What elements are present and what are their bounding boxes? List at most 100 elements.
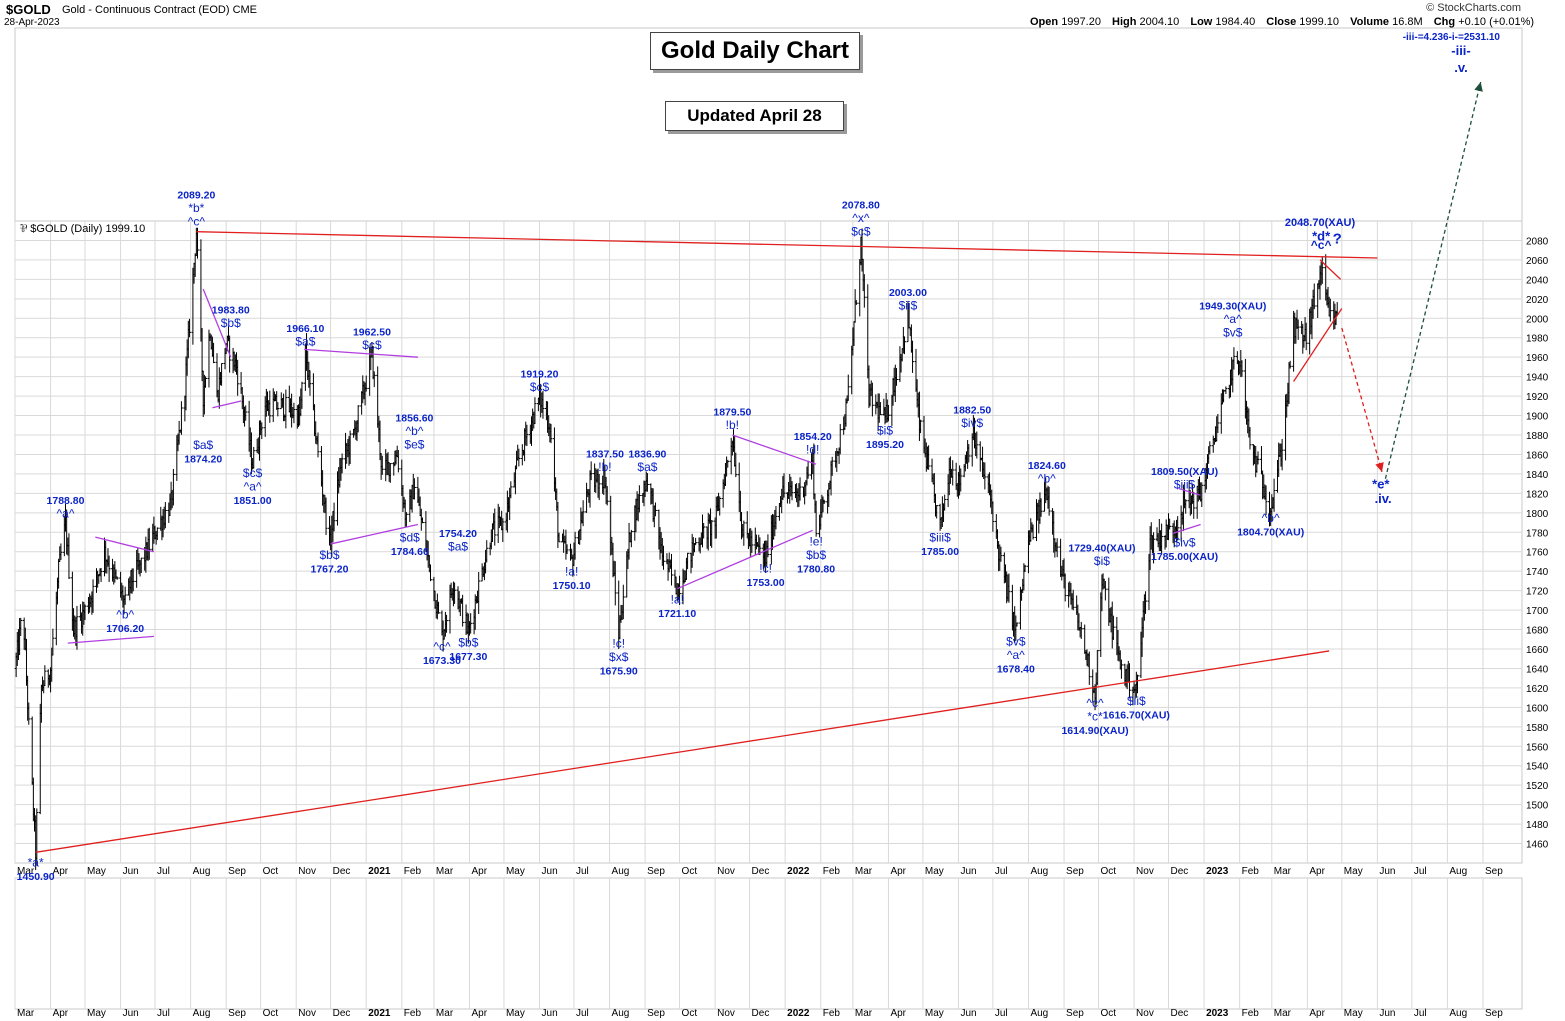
x-tick-label: Dec: [333, 866, 351, 877]
x-tick-label: 2021: [368, 1008, 391, 1019]
wave-label: ^a^: [1224, 312, 1242, 326]
x-tick-label: Feb: [404, 1008, 422, 1019]
y-tick-label: 1540: [1526, 762, 1549, 773]
wave-label: $ii$: [1127, 694, 1146, 708]
target-label: -iii-=4.236-i-=2531.10: [1403, 32, 1501, 43]
wave-label: 1616.70(XAU): [1103, 709, 1170, 721]
wave-label: 1879.50: [713, 407, 751, 419]
wave-label: 1614.90(XAU): [1061, 725, 1128, 737]
x-tick-label: Apr: [53, 866, 69, 877]
wave-label: $iii$: [1174, 477, 1196, 491]
wave-label: 1785.00: [921, 546, 959, 558]
wave-label: ^c^: [433, 639, 451, 653]
wave-label: 1754.20: [439, 528, 477, 540]
x-tick-label: Dec: [1170, 866, 1188, 877]
close-label: Close: [1266, 16, 1297, 28]
x-tick-label: Aug: [1449, 866, 1467, 877]
wave-label: 1919.20: [521, 369, 559, 381]
x-tick-label: Mar: [436, 866, 454, 877]
wave-label: 1962.50: [353, 327, 391, 339]
x-tick-label: Jun: [1379, 866, 1395, 877]
y-tick-label: 2020: [1526, 295, 1549, 306]
wave-label: .v.: [1454, 60, 1468, 75]
wave-label: !c!: [612, 636, 625, 650]
y-tick-label: 1860: [1526, 450, 1549, 461]
wave-label: ^b^: [1262, 511, 1280, 525]
x-tick-label: Sep: [1485, 1008, 1503, 1019]
wave-label: $b$: [319, 548, 339, 562]
wave-label: 1784.60: [391, 546, 429, 558]
x-tick-label: Nov: [1136, 1008, 1154, 1019]
open-value: 1997.20: [1061, 16, 1101, 28]
wave-label: ^a^: [1007, 648, 1025, 662]
wave-label: 1804.70(XAU): [1237, 526, 1304, 538]
x-tick-label: 2023: [1206, 866, 1229, 877]
x-tick-label: Jun: [960, 866, 976, 877]
wave-label: !b!: [726, 418, 739, 432]
wave-label: ^b^: [1038, 472, 1056, 486]
x-tick-label: Sep: [1066, 866, 1084, 877]
wave-label: !b!: [598, 460, 611, 474]
wave-label: !d!: [806, 442, 819, 456]
wave-label: $c$: [362, 338, 382, 352]
wave-label: $a$: [448, 540, 468, 554]
x-tick-label: Jun: [123, 1008, 139, 1019]
ohlc-readout: Open 1997.20 High 2004.10 Low 1984.40 Cl…: [1030, 16, 1542, 28]
wave-label: $b$: [458, 635, 478, 649]
x-tick-label: Aug: [612, 1008, 630, 1019]
x-tick-label: 2023: [1206, 1008, 1229, 1019]
y-tick-label: 1820: [1526, 489, 1549, 500]
close-value: 1999.10: [1299, 16, 1340, 28]
trend-line: [196, 231, 1378, 259]
x-tick-label: Feb: [404, 866, 422, 877]
y-tick-label: 1620: [1526, 684, 1549, 695]
x-tick-label: Aug: [193, 1008, 211, 1019]
y-tick-label: 1520: [1526, 781, 1549, 792]
wave-label: !e!: [809, 534, 822, 548]
x-tick-label: Aug: [193, 866, 211, 877]
x-tick-label: Jul: [576, 1008, 589, 1019]
x-tick-label: Nov: [298, 1008, 316, 1019]
x-tick-label: Feb: [823, 1008, 841, 1019]
x-tick-label: Sep: [228, 866, 246, 877]
x-tick-label: Sep: [228, 1008, 246, 1019]
wave-label: 1677.30: [449, 651, 487, 663]
wave-label: $iii$: [929, 530, 951, 544]
high-label: High: [1112, 16, 1137, 28]
volume-label: Volume: [1350, 16, 1390, 28]
y-tick-label: 1920: [1526, 392, 1549, 403]
x-tick-label: Mar: [855, 866, 873, 877]
high-value: 2004.10: [1139, 16, 1180, 28]
wave-label: ^a^: [244, 480, 262, 494]
low-label: Low: [1190, 16, 1213, 28]
wave-label: $c$: [851, 224, 871, 238]
y-tick-label: 1500: [1526, 801, 1549, 812]
x-tick-label: Jun: [542, 866, 558, 877]
x-tick-label: Sep: [647, 866, 665, 877]
wave-label: $c$: [530, 380, 550, 394]
x-tick-label: Dec: [1170, 1008, 1188, 1019]
x-tick-label: Sep: [1066, 1008, 1084, 1019]
x-tick-label: Jun: [123, 866, 139, 877]
x-tick-label: Feb: [823, 866, 841, 877]
wave-label: 1767.20: [311, 563, 349, 575]
wave-label: $a$: [295, 334, 315, 348]
indicator-panel-frame: [14, 877, 1523, 1010]
x-tick-label: Oct: [1100, 1008, 1116, 1019]
x-tick-label: Nov: [1136, 866, 1154, 877]
y-tick-label: 1560: [1526, 742, 1549, 753]
wave-label: 1895.20: [866, 439, 904, 451]
wave-label: $ii$: [899, 298, 918, 312]
x-tick-label: May: [506, 866, 525, 877]
wave-label: ?: [1333, 230, 1342, 247]
wave-label: !c!: [759, 562, 772, 576]
change-value: +0.10 (+0.01%): [1458, 16, 1535, 28]
x-tick-label: Mar: [17, 1008, 35, 1019]
wave-label: ^a^: [57, 507, 75, 521]
wave-label: 1837.50: [586, 448, 624, 460]
wave-label: 1450.90: [17, 871, 55, 883]
trend-lines: [35, 231, 1378, 853]
x-tick-label: Apr: [53, 1008, 69, 1019]
wave-label: 1882.50: [953, 405, 991, 417]
wave-label: ^c^: [188, 215, 206, 229]
